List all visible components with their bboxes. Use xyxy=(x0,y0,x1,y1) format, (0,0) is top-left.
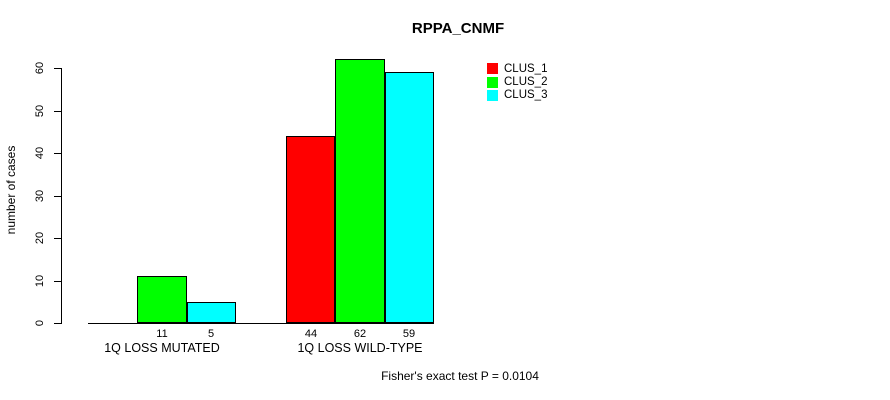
y-axis-tick xyxy=(54,238,61,239)
bar xyxy=(137,276,187,323)
y-axis-tick xyxy=(54,196,61,197)
y-axis-tick-label: 50 xyxy=(34,104,46,118)
y-axis-tick xyxy=(54,323,61,324)
legend-item: CLUS_1 xyxy=(487,62,547,75)
y-axis-tick-label: 60 xyxy=(34,61,46,75)
legend-label: CLUS_3 xyxy=(504,89,548,102)
bar xyxy=(335,59,385,323)
legend-swatch xyxy=(487,89,498,101)
bar-value-label: 5 xyxy=(207,328,215,340)
y-axis-tick-label: 20 xyxy=(34,231,46,245)
chart-title: RPPA_CNMF xyxy=(411,20,505,37)
y-axis-tick xyxy=(54,153,61,154)
y-axis-tick xyxy=(54,111,61,112)
y-axis-tick-label: 30 xyxy=(34,189,46,203)
y-axis-tick-label: 40 xyxy=(34,146,46,160)
legend-item: CLUS_3 xyxy=(487,89,547,102)
legend-swatch xyxy=(487,76,498,88)
bar xyxy=(286,136,335,323)
category-label: 1Q LOSS MUTATED xyxy=(104,341,220,355)
legend-label: CLUS_2 xyxy=(504,76,548,89)
y-axis-tick xyxy=(54,68,61,69)
legend-label: CLUS_1 xyxy=(504,62,548,75)
y-axis-tick-label: 0 xyxy=(34,319,46,327)
y-axis-line xyxy=(61,68,62,324)
bar xyxy=(385,72,434,323)
y-axis-label: number of cases xyxy=(4,145,18,235)
y-axis-tick xyxy=(54,281,61,282)
legend-swatch xyxy=(487,63,498,75)
bar-value-label: 44 xyxy=(304,328,318,340)
bar-value-label: 11 xyxy=(156,328,168,340)
bar xyxy=(187,302,236,323)
bar-value-label: 62 xyxy=(353,328,367,340)
bar-value-label: 59 xyxy=(402,328,416,340)
x-axis-baseline xyxy=(88,323,434,324)
legend-item: CLUS_2 xyxy=(487,75,547,88)
legend: CLUS_1 CLUS_2 CLUS_3 xyxy=(487,62,547,102)
category-label: 1Q LOSS WILD-TYPE xyxy=(297,341,423,355)
y-axis-tick-label: 10 xyxy=(34,274,46,288)
stat-annotation: Fisher's exact test P = 0.0104 xyxy=(381,369,539,383)
